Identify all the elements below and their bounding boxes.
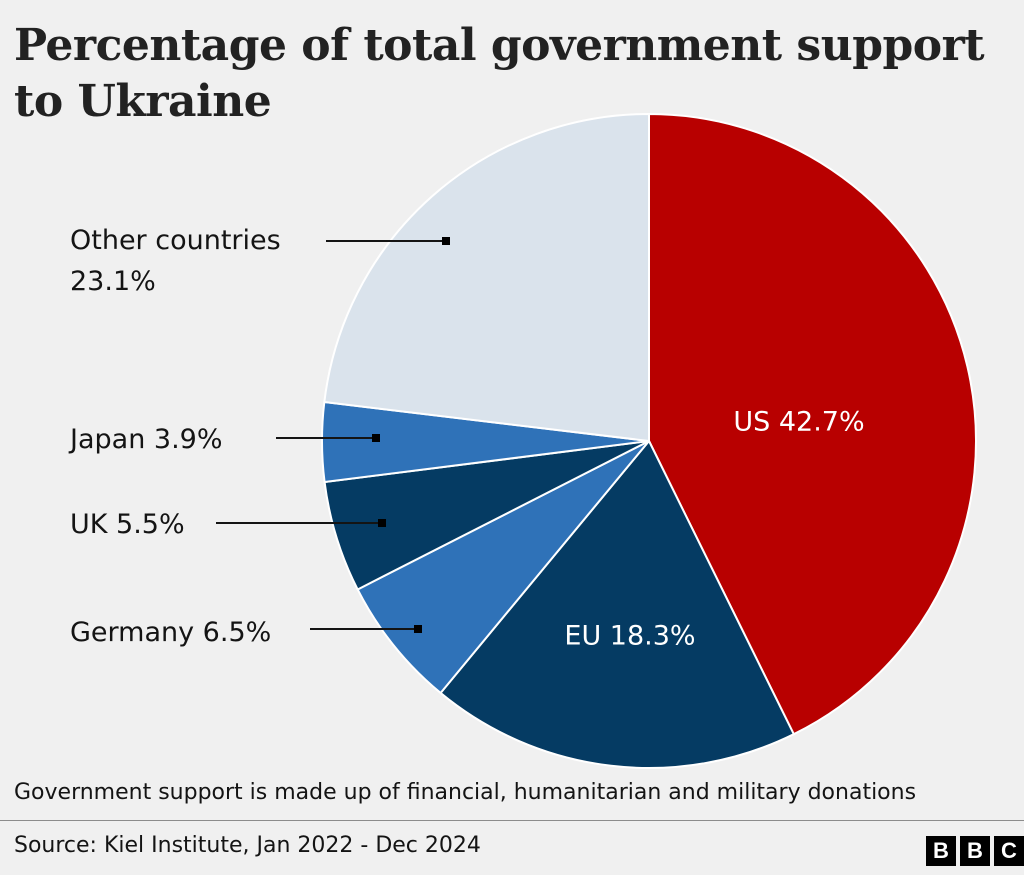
footer-divider <box>0 820 1024 821</box>
slice-label-japan: Japan 3.9% <box>68 424 222 455</box>
chart-note: Government support is made up of financi… <box>14 780 917 805</box>
logo-letter: B <box>960 836 990 866</box>
logo-letter: C <box>994 836 1024 866</box>
leader-marker-other-countries <box>442 237 450 245</box>
source-text: Source: Kiel Institute, Jan 2022 - Dec 2… <box>14 833 481 858</box>
pie-slice-other-countries <box>323 113 650 442</box>
slice-label-other-countries: Other countries 23.1% <box>70 225 281 297</box>
slice-label-us: US 42.7% <box>733 407 864 438</box>
chart-title: Percentage of total government support t… <box>14 20 985 127</box>
logo-letter: B <box>926 836 956 866</box>
pie-slice-germany <box>356 440 650 694</box>
slice-label-germany: Germany 6.5% <box>70 617 271 648</box>
pie-slice-eu <box>439 440 795 769</box>
slice-label-uk: UK 5.5% <box>70 509 185 540</box>
leader-marker-germany <box>414 625 422 633</box>
slice-label-eu: EU 18.3% <box>564 621 695 652</box>
leader-marker-japan <box>372 434 380 442</box>
bbc-logo: B B C <box>926 836 1024 866</box>
pie-slice-us <box>648 113 977 736</box>
leader-marker-uk <box>378 519 386 527</box>
